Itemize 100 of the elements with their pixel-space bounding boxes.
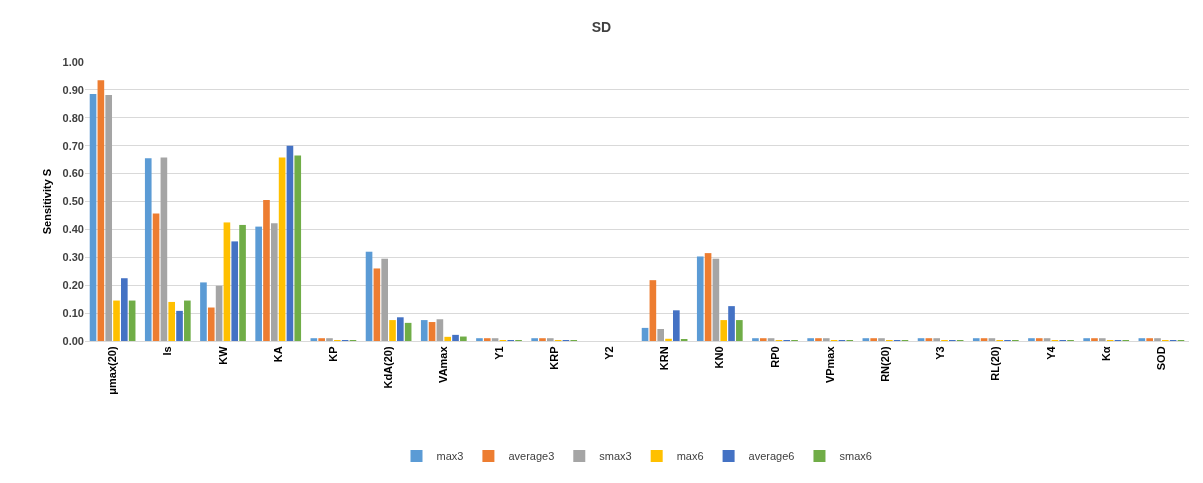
bar bbox=[933, 338, 941, 341]
bar bbox=[286, 145, 294, 341]
x-tick-label: Kα bbox=[1099, 346, 1112, 362]
y-tick-label: 0.40 bbox=[62, 223, 84, 236]
bar bbox=[807, 338, 814, 341]
bar bbox=[152, 213, 160, 341]
bar bbox=[815, 338, 822, 341]
bar bbox=[381, 258, 389, 341]
bar bbox=[1146, 338, 1153, 341]
bar bbox=[365, 251, 373, 341]
bar bbox=[121, 278, 128, 341]
y-tick-label: 0.20 bbox=[62, 279, 84, 292]
x-tick-label: Y3 bbox=[934, 346, 947, 360]
bar bbox=[649, 280, 657, 341]
bar bbox=[728, 306, 735, 341]
bar bbox=[444, 336, 452, 341]
bar bbox=[89, 94, 97, 341]
bar bbox=[483, 338, 491, 341]
bar bbox=[278, 157, 286, 341]
bar bbox=[704, 253, 712, 341]
bar bbox=[428, 322, 436, 341]
bar bbox=[1028, 338, 1035, 341]
y-tick-label: 1.00 bbox=[62, 55, 84, 68]
bar bbox=[870, 338, 877, 341]
bar bbox=[97, 80, 105, 341]
legend-label: smax3 bbox=[599, 450, 632, 463]
x-tick-label: KN0 bbox=[713, 346, 726, 369]
bar bbox=[862, 338, 870, 341]
bar bbox=[239, 224, 246, 341]
chart-title: SD bbox=[591, 18, 612, 35]
legend-label: average6 bbox=[748, 450, 795, 463]
bar bbox=[972, 338, 980, 341]
bar bbox=[491, 338, 499, 341]
bar bbox=[878, 338, 885, 341]
bar bbox=[641, 327, 649, 341]
y-tick-label: 0.60 bbox=[62, 167, 84, 180]
bar bbox=[988, 338, 996, 341]
bar bbox=[231, 241, 239, 341]
y-tick-label: 0.00 bbox=[62, 334, 84, 347]
bar bbox=[452, 334, 459, 341]
x-tick-label: Y1 bbox=[492, 346, 505, 360]
x-tick-label: SOD bbox=[1154, 346, 1167, 371]
bar bbox=[917, 338, 925, 341]
legend-label: max3 bbox=[436, 450, 464, 463]
bar bbox=[720, 320, 728, 341]
legend-label: smax6 bbox=[839, 450, 872, 463]
bar bbox=[436, 319, 444, 341]
x-tick-label: VPmax bbox=[823, 345, 836, 384]
bar bbox=[144, 158, 152, 341]
bar bbox=[1154, 338, 1161, 341]
bar bbox=[1138, 338, 1146, 341]
bar bbox=[476, 338, 483, 341]
y-tick-label: 0.50 bbox=[62, 195, 84, 208]
bar bbox=[1083, 338, 1090, 341]
bar bbox=[404, 322, 412, 341]
bar bbox=[546, 338, 554, 341]
bar bbox=[113, 300, 120, 341]
legend-label: average3 bbox=[508, 450, 555, 463]
bar bbox=[318, 338, 325, 341]
bar bbox=[207, 307, 215, 341]
bar bbox=[397, 317, 404, 341]
bar bbox=[673, 310, 680, 341]
bar bbox=[767, 338, 775, 341]
y-tick-label: 0.10 bbox=[62, 306, 84, 319]
bar bbox=[105, 94, 113, 341]
x-tick-label: Y2 bbox=[602, 346, 615, 360]
x-tick-label: μmax(20) bbox=[106, 346, 119, 395]
x-tick-label: KW bbox=[216, 345, 229, 365]
bar bbox=[665, 338, 672, 341]
y-tick-label: 0.30 bbox=[62, 251, 84, 264]
bar bbox=[736, 320, 743, 341]
bar bbox=[270, 223, 278, 341]
x-tick-label: KP bbox=[326, 346, 339, 362]
x-tick-label: KA bbox=[271, 346, 284, 363]
bar bbox=[373, 268, 381, 341]
x-tick-label: VAmax bbox=[437, 345, 450, 383]
bar bbox=[184, 300, 191, 341]
bar bbox=[531, 338, 538, 341]
bar bbox=[263, 200, 270, 341]
bar bbox=[168, 301, 176, 341]
x-tick-label: RP0 bbox=[768, 346, 781, 368]
legend-label: max6 bbox=[676, 450, 704, 463]
bar bbox=[420, 320, 428, 341]
x-tick-label: Is bbox=[161, 346, 174, 356]
x-tick-label: KRP bbox=[547, 346, 560, 370]
y-tick-label: 0.70 bbox=[62, 139, 84, 152]
bar bbox=[696, 256, 704, 341]
bar bbox=[1035, 338, 1043, 341]
bar bbox=[200, 282, 207, 341]
bar bbox=[215, 285, 223, 341]
bar bbox=[294, 155, 302, 341]
bar bbox=[752, 338, 759, 341]
bar bbox=[925, 338, 933, 341]
bar bbox=[712, 258, 720, 341]
bar bbox=[176, 310, 183, 341]
bar bbox=[1043, 338, 1051, 341]
bar bbox=[255, 226, 262, 341]
bar bbox=[539, 338, 546, 341]
bar bbox=[980, 338, 988, 341]
x-tick-label: KdA(20) bbox=[382, 346, 395, 389]
